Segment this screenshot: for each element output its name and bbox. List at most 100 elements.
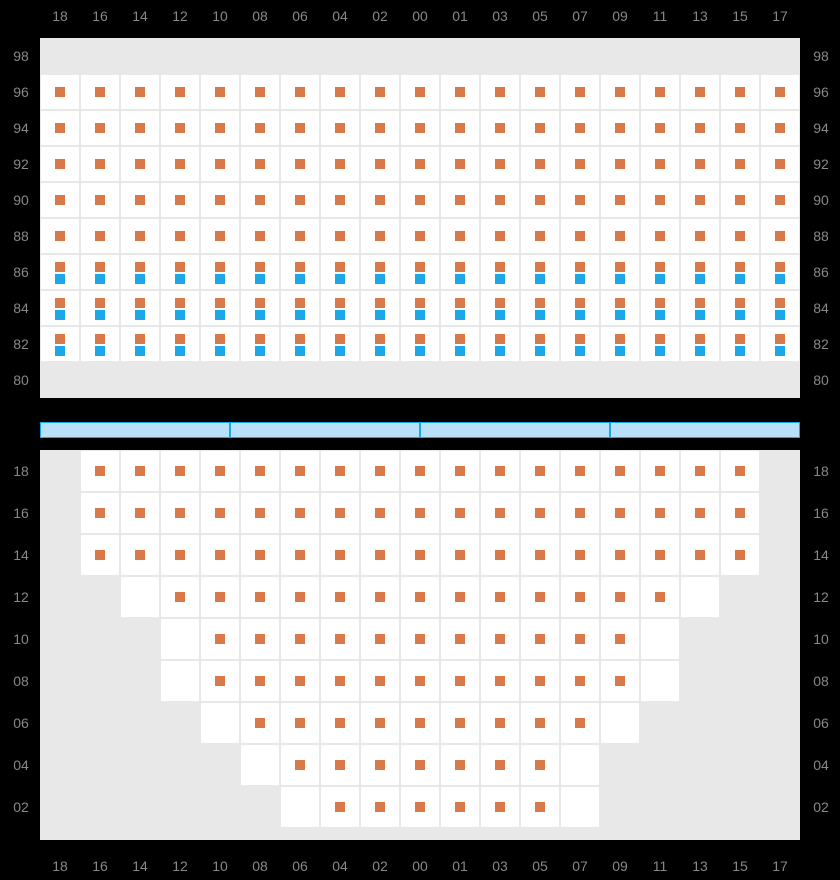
seat-orange[interactable] <box>615 676 625 686</box>
seat-blue[interactable] <box>575 310 585 320</box>
seat-orange[interactable] <box>535 159 545 169</box>
seat-orange[interactable] <box>615 466 625 476</box>
seat-orange[interactable] <box>415 123 425 133</box>
seat-orange[interactable] <box>95 298 105 308</box>
seat-orange[interactable] <box>175 508 185 518</box>
seat-orange[interactable] <box>255 508 265 518</box>
seat-orange[interactable] <box>335 718 345 728</box>
seat-blue[interactable] <box>95 310 105 320</box>
seat-blue[interactable] <box>735 346 745 356</box>
seat-orange[interactable] <box>255 87 265 97</box>
seat-orange[interactable] <box>215 676 225 686</box>
seat-orange[interactable] <box>455 676 465 686</box>
seat-orange[interactable] <box>215 231 225 241</box>
seat-blue[interactable] <box>535 274 545 284</box>
seat-orange[interactable] <box>215 634 225 644</box>
seat-orange[interactable] <box>535 466 545 476</box>
seat-orange[interactable] <box>215 592 225 602</box>
seat-orange[interactable] <box>735 466 745 476</box>
seat-orange[interactable] <box>95 508 105 518</box>
seat-blue[interactable] <box>95 346 105 356</box>
seat-blue[interactable] <box>255 346 265 356</box>
seat-orange[interactable] <box>295 466 305 476</box>
seat-orange[interactable] <box>695 508 705 518</box>
seat-orange[interactable] <box>375 231 385 241</box>
seat-orange[interactable] <box>495 123 505 133</box>
seat-orange[interactable] <box>335 123 345 133</box>
seat-blue[interactable] <box>55 310 65 320</box>
seat-orange[interactable] <box>415 676 425 686</box>
seat-orange[interactable] <box>135 87 145 97</box>
seat-orange[interactable] <box>575 466 585 476</box>
seat-orange[interactable] <box>175 123 185 133</box>
seat-blue[interactable] <box>695 310 705 320</box>
seat-blue[interactable] <box>335 274 345 284</box>
seat-blue[interactable] <box>375 274 385 284</box>
seat-orange[interactable] <box>735 231 745 241</box>
seat-orange[interactable] <box>575 550 585 560</box>
seat-orange[interactable] <box>255 634 265 644</box>
seat-orange[interactable] <box>335 592 345 602</box>
seat-blue[interactable] <box>575 274 585 284</box>
seat-orange[interactable] <box>695 298 705 308</box>
seat-blue[interactable] <box>735 274 745 284</box>
seat-orange[interactable] <box>615 592 625 602</box>
seat-orange[interactable] <box>695 334 705 344</box>
seat-orange[interactable] <box>375 676 385 686</box>
seat-orange[interactable] <box>495 195 505 205</box>
seat-orange[interactable] <box>455 298 465 308</box>
seat-orange[interactable] <box>615 231 625 241</box>
seat-blue[interactable] <box>295 310 305 320</box>
seat-orange[interactable] <box>735 159 745 169</box>
seat-orange[interactable] <box>495 159 505 169</box>
seat-blue[interactable] <box>215 346 225 356</box>
seat-orange[interactable] <box>735 550 745 560</box>
seat-orange[interactable] <box>375 159 385 169</box>
seat-orange[interactable] <box>495 802 505 812</box>
seat-orange[interactable] <box>615 159 625 169</box>
seat-orange[interactable] <box>295 550 305 560</box>
seat-blue[interactable] <box>175 274 185 284</box>
seat-orange[interactable] <box>415 508 425 518</box>
seat-orange[interactable] <box>655 87 665 97</box>
seat-orange[interactable] <box>95 334 105 344</box>
seat-blue[interactable] <box>655 310 665 320</box>
seat-orange[interactable] <box>535 231 545 241</box>
seat-blue[interactable] <box>535 346 545 356</box>
seat-orange[interactable] <box>495 592 505 602</box>
seat-orange[interactable] <box>255 676 265 686</box>
seat-orange[interactable] <box>455 262 465 272</box>
seat-orange[interactable] <box>615 334 625 344</box>
seat-orange[interactable] <box>375 466 385 476</box>
seat-blue[interactable] <box>615 310 625 320</box>
seat-orange[interactable] <box>295 718 305 728</box>
seat-orange[interactable] <box>215 262 225 272</box>
seat-orange[interactable] <box>775 195 785 205</box>
seat-orange[interactable] <box>255 123 265 133</box>
seat-orange[interactable] <box>415 298 425 308</box>
seat-orange[interactable] <box>455 123 465 133</box>
seat-blue[interactable] <box>335 310 345 320</box>
seat-blue[interactable] <box>215 310 225 320</box>
seat-orange[interactable] <box>775 298 785 308</box>
seat-orange[interactable] <box>175 159 185 169</box>
seat-blue[interactable] <box>775 346 785 356</box>
seat-orange[interactable] <box>375 760 385 770</box>
seat-blue[interactable] <box>455 274 465 284</box>
seat-orange[interactable] <box>775 123 785 133</box>
seat-orange[interactable] <box>135 550 145 560</box>
seat-orange[interactable] <box>95 123 105 133</box>
seat-orange[interactable] <box>495 634 505 644</box>
seat-orange[interactable] <box>495 298 505 308</box>
seat-orange[interactable] <box>655 466 665 476</box>
seat-orange[interactable] <box>135 231 145 241</box>
seat-orange[interactable] <box>255 466 265 476</box>
seat-orange[interactable] <box>455 159 465 169</box>
seat-orange[interactable] <box>695 550 705 560</box>
seat-blue[interactable] <box>55 274 65 284</box>
seat-orange[interactable] <box>615 87 625 97</box>
seat-orange[interactable] <box>175 195 185 205</box>
seat-orange[interactable] <box>55 87 65 97</box>
seat-orange[interactable] <box>455 231 465 241</box>
seat-orange[interactable] <box>455 508 465 518</box>
